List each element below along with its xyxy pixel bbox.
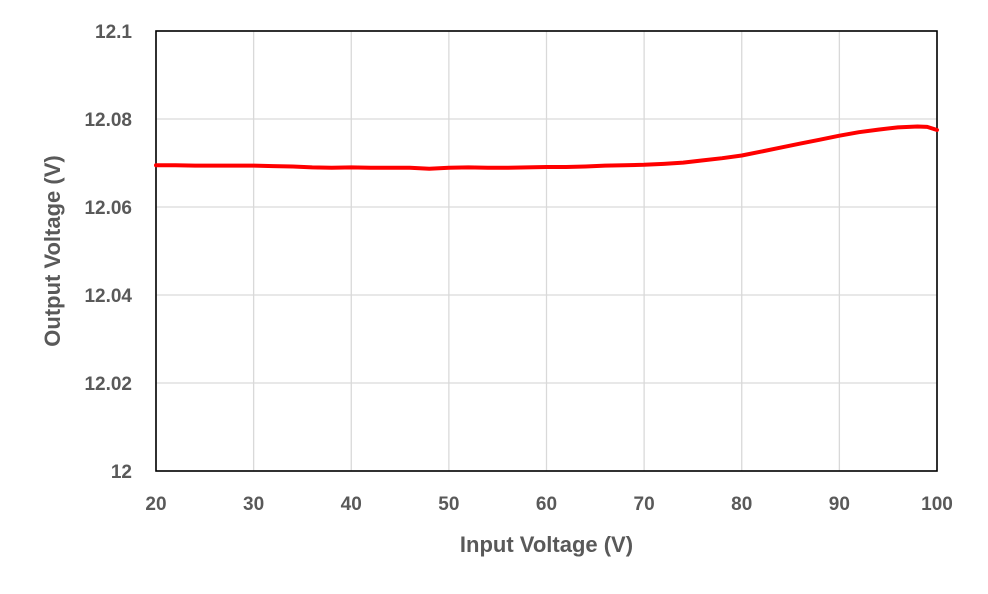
x-tick-label: 100 <box>921 494 953 515</box>
x-tick-label: 20 <box>145 494 166 515</box>
x-tick-label: 70 <box>634 494 655 515</box>
y-tick-label: 12.08 <box>84 110 132 131</box>
series-line-0 <box>154 124 939 171</box>
x-tick-label: 40 <box>341 494 362 515</box>
x-axis-title: Input Voltage (V) <box>460 532 633 557</box>
x-tick-labels: 20 30 40 50 60 70 80 90 100 <box>145 494 952 515</box>
plot-area-frame <box>155 30 938 472</box>
y-tick-label: 12.06 <box>84 198 132 219</box>
y-tick-labels: 12 12.02 12.04 12.06 12.08 12.1 <box>84 22 132 483</box>
y-axis-title: Output Voltage (V) <box>40 155 65 346</box>
y-tick-label: 12.02 <box>84 374 132 395</box>
y-tick-label: 12.1 <box>95 22 132 43</box>
x-tick-label: 50 <box>438 494 459 515</box>
vertical-gridlines <box>155 31 938 471</box>
x-tick-label: 80 <box>731 494 752 515</box>
x-tick-label: 60 <box>536 494 557 515</box>
y-tick-label: 12.04 <box>84 286 132 307</box>
series-layer <box>154 124 939 171</box>
x-tick-label: 90 <box>829 494 850 515</box>
x-tick-label: 30 <box>243 494 264 515</box>
y-tick-label: 12 <box>111 462 132 483</box>
